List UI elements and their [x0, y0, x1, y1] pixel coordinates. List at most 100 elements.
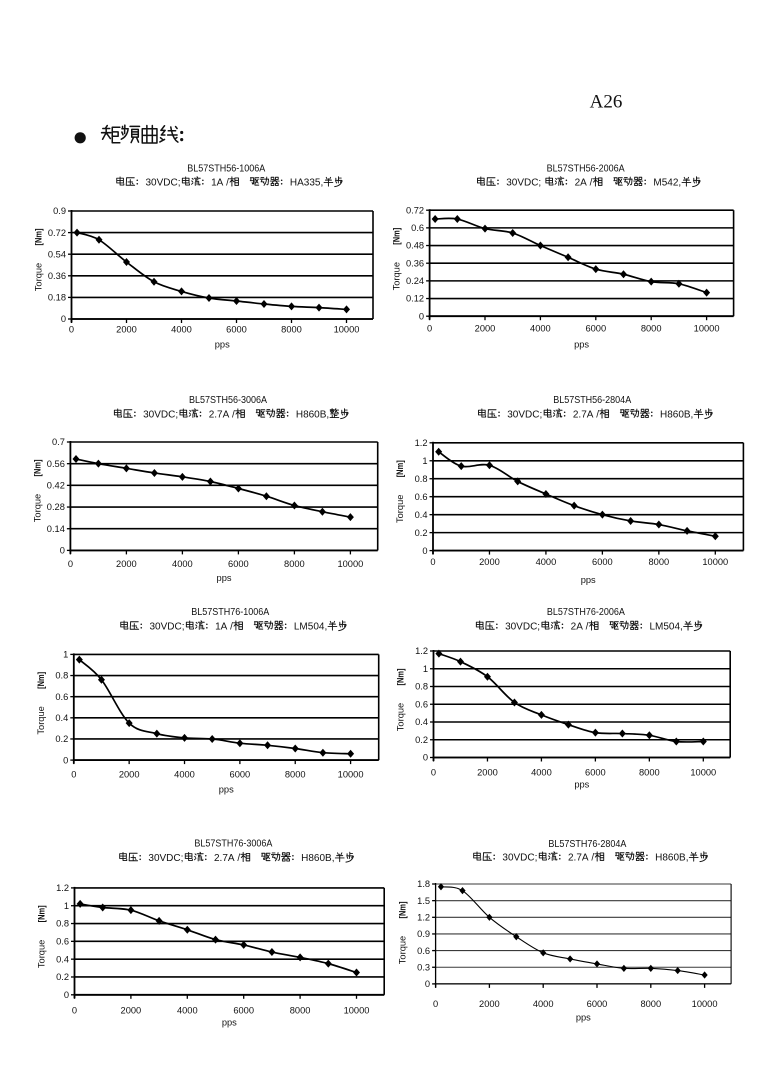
svg-text:30VDC;: 30VDC;: [506, 178, 544, 189]
svg-text:30VDC;: 30VDC;: [145, 178, 180, 189]
svg-text:1.2: 1.2: [417, 913, 430, 923]
svg-text:0: 0: [68, 559, 73, 569]
svg-text:0.8: 0.8: [415, 474, 428, 484]
svg-text:0.3: 0.3: [417, 962, 430, 972]
svg-text:0.18: 0.18: [48, 293, 66, 303]
svg-text:BL57STH76-1006A: BL57STH76-1006A: [191, 606, 269, 618]
svg-text:0: 0: [419, 311, 424, 321]
svg-text:0.6: 0.6: [417, 946, 430, 956]
svg-text:0: 0: [69, 325, 74, 335]
svg-text:H860B,: H860B,: [660, 410, 693, 421]
svg-text:2A /: 2A /: [571, 622, 589, 633]
svg-text:2000: 2000: [475, 324, 496, 334]
svg-text:BL57STH76-3006A: BL57STH76-3006A: [194, 838, 272, 850]
svg-text:BL57STH76-2804A: BL57STH76-2804A: [548, 838, 626, 850]
svg-text:0.7: 0.7: [52, 437, 65, 447]
svg-text:0: 0: [61, 314, 66, 324]
svg-text:1: 1: [64, 901, 69, 911]
svg-text:6000: 6000: [587, 999, 608, 1009]
svg-text:30VDC;: 30VDC;: [143, 410, 178, 421]
svg-text:0.12: 0.12: [406, 294, 424, 304]
svg-text:0.54: 0.54: [48, 249, 66, 259]
svg-text:2.7A /: 2.7A /: [573, 410, 599, 421]
svg-text:8000: 8000: [281, 325, 302, 335]
svg-text:2A /: 2A /: [575, 178, 593, 189]
svg-text:1A /: 1A /: [215, 622, 233, 633]
svg-text:8000: 8000: [640, 999, 661, 1009]
svg-text:HA335,: HA335,: [290, 178, 323, 189]
svg-text:1: 1: [63, 650, 68, 660]
svg-text:1.5: 1.5: [417, 896, 430, 906]
svg-text:1.2: 1.2: [415, 646, 428, 656]
svg-text:0.8: 0.8: [56, 919, 69, 929]
svg-text:Torque: Torque: [396, 703, 406, 731]
svg-text:30VDC;: 30VDC;: [149, 622, 184, 633]
svg-text:pps: pps: [219, 785, 234, 795]
svg-text:2000: 2000: [119, 770, 140, 780]
svg-text:0.72: 0.72: [406, 205, 424, 215]
svg-text:0.36: 0.36: [406, 258, 424, 268]
svg-text:1: 1: [423, 664, 428, 674]
svg-text:LM504,: LM504,: [294, 622, 327, 633]
svg-text:30VDC;: 30VDC;: [502, 853, 537, 864]
svg-text:10000: 10000: [337, 559, 363, 569]
svg-text:0: 0: [64, 990, 69, 1000]
svg-text:LM504,: LM504,: [649, 622, 682, 633]
svg-text:0.4: 0.4: [55, 713, 68, 723]
svg-text:0: 0: [423, 753, 428, 763]
svg-text:0.4: 0.4: [56, 954, 69, 964]
svg-text:0.6: 0.6: [55, 692, 68, 702]
svg-text:10000: 10000: [702, 557, 728, 567]
svg-text:H860B,: H860B,: [655, 853, 688, 864]
svg-text:4000: 4000: [171, 325, 192, 335]
svg-text:10000: 10000: [344, 1006, 370, 1016]
svg-text:[Nm]: [Nm]: [32, 460, 43, 477]
svg-text:8000: 8000: [639, 768, 660, 778]
svg-text:2000: 2000: [479, 557, 500, 567]
svg-text:2.7A /: 2.7A /: [568, 853, 594, 864]
svg-text:pps: pps: [574, 780, 589, 790]
svg-text:8000: 8000: [641, 324, 662, 334]
svg-text:pps: pps: [576, 1013, 591, 1023]
svg-text:0.2: 0.2: [55, 734, 68, 744]
svg-text:H860B,: H860B,: [296, 410, 329, 421]
svg-text:4000: 4000: [530, 324, 551, 334]
svg-text:[Nm]: [Nm]: [396, 669, 407, 686]
svg-text:0.42: 0.42: [47, 481, 65, 491]
svg-text:2000: 2000: [479, 999, 500, 1009]
svg-text:0.56: 0.56: [47, 459, 65, 469]
svg-text:pps: pps: [217, 573, 232, 583]
svg-text:0.14: 0.14: [47, 524, 65, 534]
svg-text:0: 0: [433, 999, 438, 1009]
svg-text:10000: 10000: [692, 999, 718, 1009]
svg-text:BL57STH56-2804A: BL57STH56-2804A: [553, 394, 631, 406]
svg-text:pps: pps: [581, 575, 596, 585]
svg-text:pps: pps: [222, 1018, 237, 1028]
svg-text:0.2: 0.2: [415, 735, 428, 745]
svg-text:0.2: 0.2: [415, 528, 428, 538]
svg-text:8000: 8000: [285, 770, 306, 780]
svg-text:0.2: 0.2: [56, 972, 69, 982]
svg-text:6000: 6000: [585, 768, 606, 778]
svg-text:30VDC;: 30VDC;: [148, 853, 183, 864]
svg-text:0.6: 0.6: [415, 699, 428, 709]
svg-text:0: 0: [422, 546, 427, 556]
svg-text:[Nm]: [Nm]: [392, 228, 403, 245]
svg-text:0: 0: [71, 770, 76, 780]
svg-text:1.2: 1.2: [56, 883, 69, 893]
svg-text:6000: 6000: [592, 557, 613, 567]
svg-text:BL57STH56-2006A: BL57STH56-2006A: [547, 163, 625, 175]
svg-text:0.9: 0.9: [53, 206, 66, 216]
svg-text:Torque: Torque: [32, 494, 42, 522]
svg-text:0: 0: [60, 546, 65, 556]
svg-text:0.8: 0.8: [55, 671, 68, 681]
svg-text:6000: 6000: [226, 325, 247, 335]
svg-text:0: 0: [430, 557, 435, 567]
svg-text:M542,: M542,: [653, 178, 681, 189]
svg-text:Torque: Torque: [37, 940, 47, 968]
svg-text:Torque: Torque: [392, 262, 402, 290]
svg-text:1.8: 1.8: [417, 879, 430, 889]
svg-text:6000: 6000: [585, 324, 606, 334]
svg-text:6000: 6000: [233, 1006, 254, 1016]
svg-text:0: 0: [425, 979, 430, 989]
